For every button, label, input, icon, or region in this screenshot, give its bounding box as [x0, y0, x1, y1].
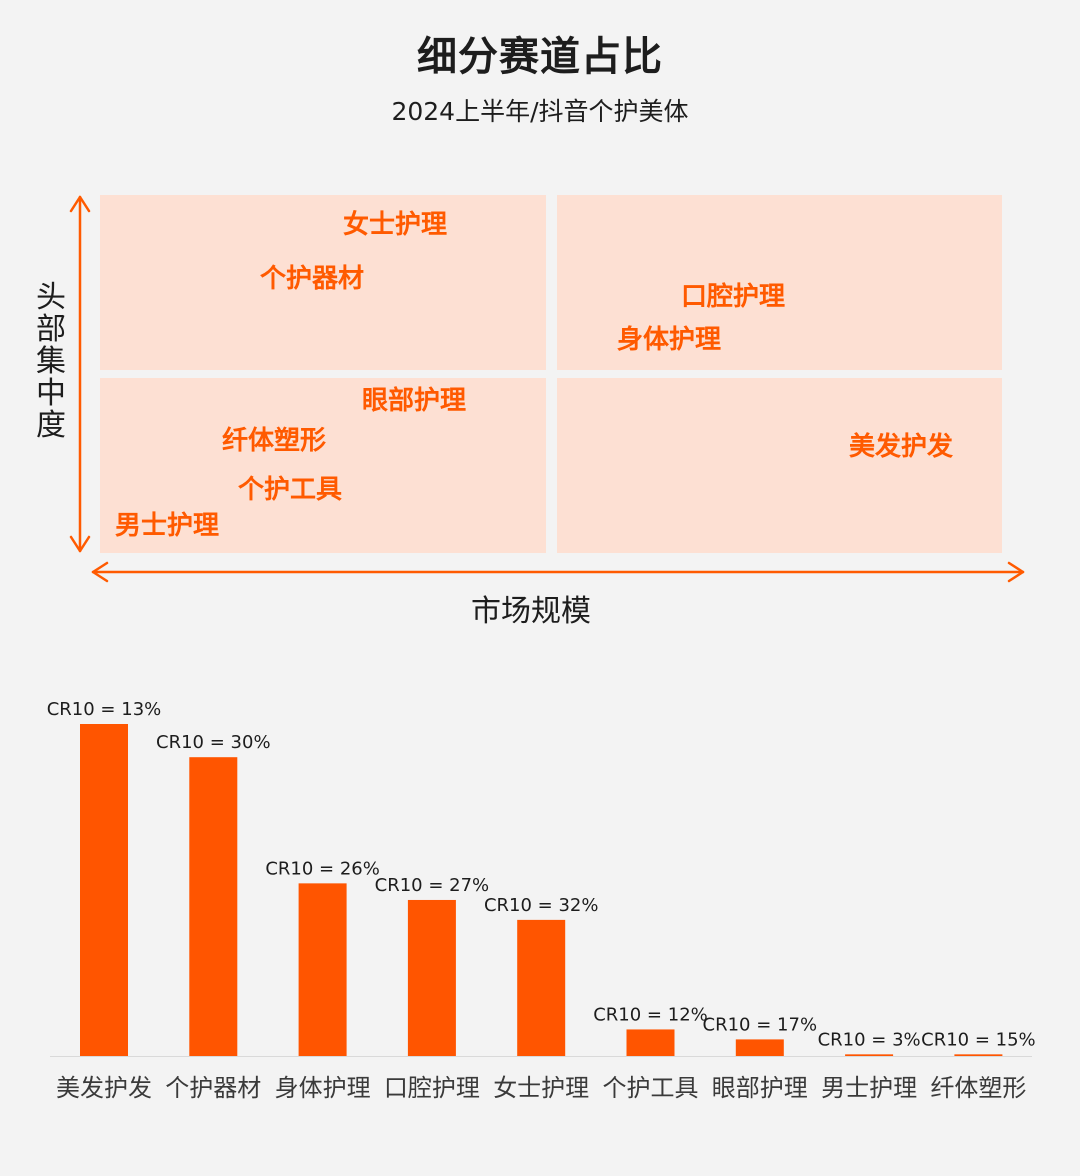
matrix-label-hair-care: 美发护发: [849, 432, 954, 462]
matrix-axes: [69, 195, 1025, 583]
bar-data-label-5: CR10 = 12%: [593, 1004, 708, 1025]
category-label-8: 纤体塑形: [930, 1074, 1026, 1102]
bar-data-label-8: CR10 = 15%: [921, 1029, 1036, 1050]
matrix-label-body-care: 身体护理: [617, 325, 722, 355]
bar-data-label-0: CR10 = 13%: [47, 699, 162, 720]
matrix-label-body-slimming: 纤体塑形: [222, 426, 327, 456]
x-axis-label: 市场规模: [471, 594, 591, 629]
bar-data-label-7: CR10 = 3%: [818, 1029, 921, 1050]
bar-8: [954, 1054, 1003, 1056]
bar-data-label-2: CR10 = 26%: [265, 858, 380, 879]
y-axis-label: 头部集中度: [36, 280, 66, 443]
category-label-5: 个护工具: [603, 1074, 699, 1102]
bar-6: [735, 1039, 784, 1056]
category-label-3: 口腔护理: [384, 1074, 480, 1102]
bar-7: [845, 1054, 894, 1056]
category-label-6: 眼部护理: [712, 1074, 808, 1102]
bar-1: [189, 757, 238, 1056]
chart-subtitle: 2024上半年/抖音个护美体: [391, 97, 689, 126]
matrix-label-women-care: 女士护理: [343, 210, 448, 240]
matrix-label-men-care: 男士护理: [115, 511, 220, 541]
bar-5: [626, 1029, 675, 1056]
bar-3: [407, 899, 456, 1056]
x-axis-arrow-head-right: [1007, 561, 1025, 583]
matrix-label-personal-care-tools: 个护工具: [238, 475, 343, 505]
category-label-1: 个护器材: [165, 1074, 261, 1102]
bar-4: [517, 919, 566, 1056]
quadrant-bottom-left: [100, 378, 546, 553]
quadrant-top-left: [100, 195, 546, 370]
quadrant-top-right: [557, 195, 1002, 370]
x-axis-arrow-head-left: [91, 561, 109, 583]
y-axis-arrow-head-top: [69, 195, 91, 213]
matrix-label-personal-care-devices: 个护器材: [260, 264, 365, 294]
y-axis-arrow-head-bottom: [69, 535, 91, 553]
bar-data-label-3: CR10 = 27%: [375, 875, 490, 896]
category-label-4: 女士护理: [493, 1074, 589, 1102]
bar-data-label-6: CR10 = 17%: [703, 1014, 818, 1035]
chart-title: 细分赛道占比: [417, 34, 663, 80]
quadrant-bottom-right: [557, 378, 1002, 553]
matrix-label-oral-care: 口腔护理: [681, 282, 786, 312]
category-label-2: 身体护理: [275, 1074, 371, 1102]
bar-data-label-1: CR10 = 30%: [156, 732, 271, 753]
matrix-label-eye-care: 眼部护理: [362, 386, 467, 416]
bar-data-label-4: CR10 = 32%: [484, 895, 599, 916]
bar-2: [298, 883, 347, 1056]
bar-0: [80, 724, 128, 1056]
category-label-7: 男士护理: [821, 1074, 917, 1102]
category-label-0: 美发护发: [56, 1074, 152, 1102]
bar-chart: CR10 = 13% 美发护发 CR10 = 30% 个护器材 CR10 = 26% 身体…: [47, 699, 1036, 1102]
